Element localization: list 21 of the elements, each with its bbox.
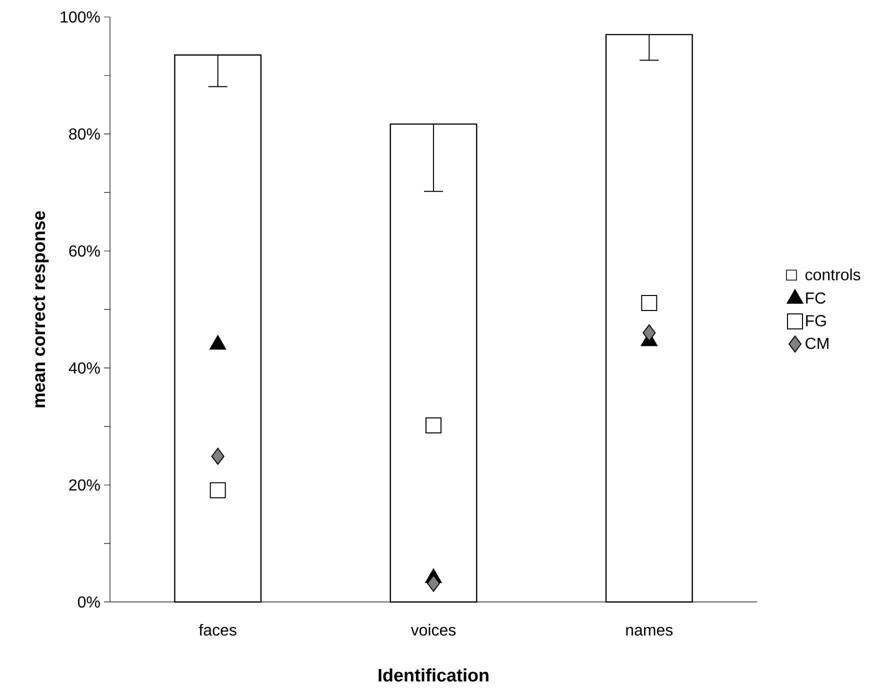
point [210, 482, 226, 498]
y-tick-label: 80% [69, 128, 100, 140]
point [642, 324, 656, 342]
point [211, 448, 224, 465]
point [641, 295, 658, 312]
x-tick-label: voices [410, 624, 456, 636]
point [427, 574, 440, 592]
x-tick-label: faces [198, 624, 236, 636]
y-tick-label: 100% [60, 11, 100, 23]
legend-label: FG [806, 315, 826, 326]
point [426, 417, 442, 434]
y-tick-label: 40% [68, 362, 100, 374]
y-tick-label: 20% [69, 479, 100, 491]
legend-label: controls [805, 268, 860, 280]
y-tick-label: 0% [78, 596, 100, 608]
legend-label: CM [806, 338, 828, 350]
x-tick-label: names [626, 626, 673, 636]
y-axis-title: mean correct response [33, 211, 49, 408]
x-axis-title: Identification [378, 668, 488, 682]
legend-label: FC [806, 292, 826, 304]
y-tick-label: 60% [69, 245, 100, 257]
